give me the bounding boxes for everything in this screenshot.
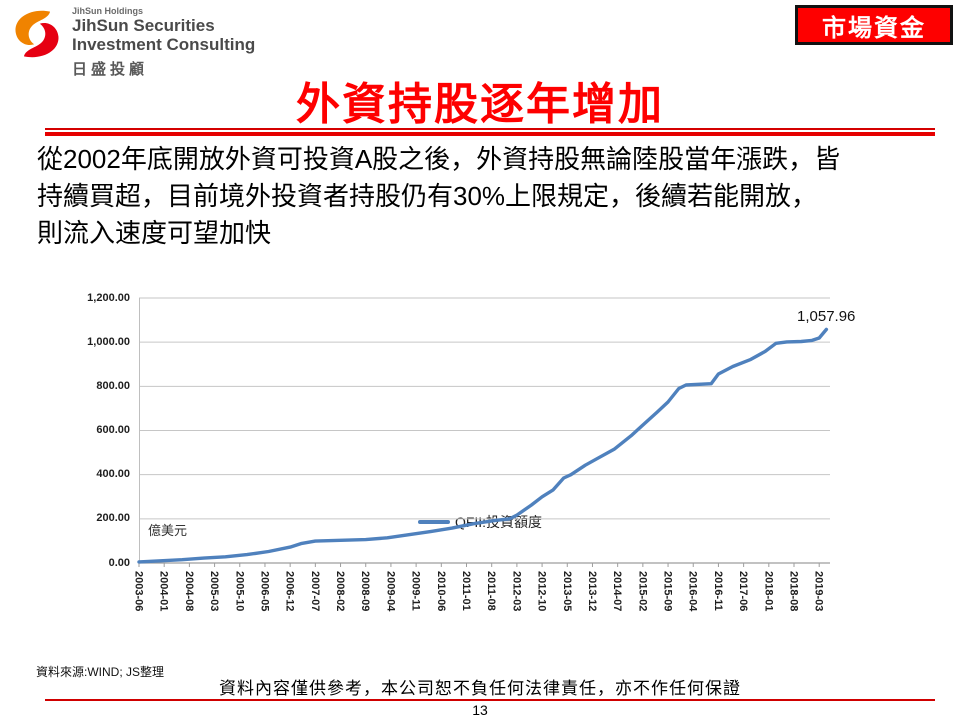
plot-svg bbox=[137, 297, 830, 567]
x-tick-label: 2008-02 bbox=[334, 571, 347, 612]
x-tick-label: 2006-12 bbox=[283, 571, 296, 612]
company-logo: JihSun Holdings JihSun Securities Invest… bbox=[8, 6, 255, 79]
last-point-data-label: 1,057.96 bbox=[797, 308, 856, 325]
disclaimer-text: 資料內容僅供參考，本公司恕不負任何法律責任，亦不作任何保證 bbox=[219, 679, 741, 699]
logo-name-cjk: 日盛投顧 bbox=[72, 61, 149, 78]
body-line-1: 從2002年底開放外資可投資A股之後，外資持股無論陸股當年漲跌，皆 bbox=[37, 144, 841, 174]
logo-name-line2: Investment Consulting bbox=[72, 35, 256, 54]
qfii-quota-series-line bbox=[137, 327, 829, 564]
body-line-2: 持續買超，目前境外投資者持股仍有30%上限規定，後續若能開放， bbox=[37, 181, 818, 211]
y-axis-unit-label: 億美元 bbox=[148, 523, 188, 538]
y-tick-label: 200.00 bbox=[96, 512, 130, 525]
x-tick-label: 2010-06 bbox=[434, 571, 447, 612]
x-tick-label: 2004-01 bbox=[157, 571, 170, 612]
y-tick-label: 800.00 bbox=[96, 379, 130, 392]
x-axis-labels: 2003-06 2004-01 2004-08 2005-03 2005-10 2006-… bbox=[133, 568, 830, 630]
legend-series-label: QFII:投資額度 bbox=[454, 514, 543, 530]
x-tick-label: 2011-08 bbox=[485, 571, 498, 611]
x-tick-label: 2017-06 bbox=[737, 571, 750, 612]
x-tick-label: 2012-10 bbox=[535, 571, 548, 612]
y-tick-label: 400.00 bbox=[96, 468, 130, 481]
page-number: 13 bbox=[472, 702, 488, 718]
x-tick-label: 2018-08 bbox=[787, 571, 800, 612]
x-tick-label: 2005-10 bbox=[233, 571, 246, 612]
logo-name-line1: JihSun Securities bbox=[72, 16, 215, 35]
x-tick-label: 2018-01 bbox=[762, 571, 775, 612]
footer-rule bbox=[45, 699, 935, 701]
y-axis-labels: 0.00 200.00 400.00 600.00 800.00 1,000.00 1,20… bbox=[60, 292, 130, 569]
jihsun-logo-icon bbox=[15, 10, 59, 58]
x-tick-label: 2015-09 bbox=[661, 571, 674, 612]
x-tick-label: 2005-03 bbox=[208, 571, 221, 612]
y-tick-label: 0.00 bbox=[108, 556, 130, 569]
x-tick-label: 2014-07 bbox=[611, 571, 624, 612]
x-tick-label: 2016-11 bbox=[711, 571, 724, 611]
logo-holdings-text: JihSun Holdings bbox=[72, 6, 143, 16]
title-underline bbox=[45, 128, 935, 136]
x-tick-label: 2012-03 bbox=[510, 571, 523, 612]
x-tick-label: 2009-04 bbox=[384, 571, 397, 612]
plot-area bbox=[137, 297, 830, 567]
x-tick-label: 2003-06 bbox=[132, 571, 145, 612]
x-tick-label: 2013-12 bbox=[585, 571, 598, 612]
legend-line-swatch bbox=[417, 520, 450, 524]
y-tick-label: 1,200.00 bbox=[87, 291, 130, 304]
y-tick-label: 600.00 bbox=[96, 424, 130, 436]
x-tick-label: 2004-08 bbox=[182, 571, 195, 612]
x-tick-label: 2013-05 bbox=[560, 571, 573, 612]
x-tick-label: 2008-09 bbox=[359, 571, 372, 612]
data-source-note: 資料來源:WIND; JS整理 bbox=[36, 665, 164, 679]
chart-legend: QFII:投資額度 bbox=[0, 512, 960, 532]
x-tick-label: 2006-05 bbox=[258, 571, 271, 612]
body-paragraph: 從2002年底開放外資可投資A股之後，外資持股無論陸股當年漲跌，皆 持續買超，目… bbox=[37, 141, 840, 252]
y-tick-label: 1,000.00 bbox=[87, 335, 130, 348]
qfii-quota-chart: 億美元 QFII:投資額度 bbox=[0, 252, 960, 652]
x-tick-label: 2011-01 bbox=[460, 571, 473, 611]
slide-title: 外資持股逐年增加 bbox=[296, 80, 664, 129]
category-badge: 市場資金 bbox=[795, 5, 953, 45]
x-tick-label: 2019-03 bbox=[812, 571, 825, 612]
body-line-3: 則流入速度可望加快 bbox=[37, 218, 272, 248]
x-tick-label: 2007-07 bbox=[308, 571, 321, 612]
x-tick-label: 2009-11 bbox=[409, 571, 422, 611]
x-tick-label: 2016-04 bbox=[686, 571, 699, 612]
x-tick-label: 2015-02 bbox=[636, 571, 649, 612]
